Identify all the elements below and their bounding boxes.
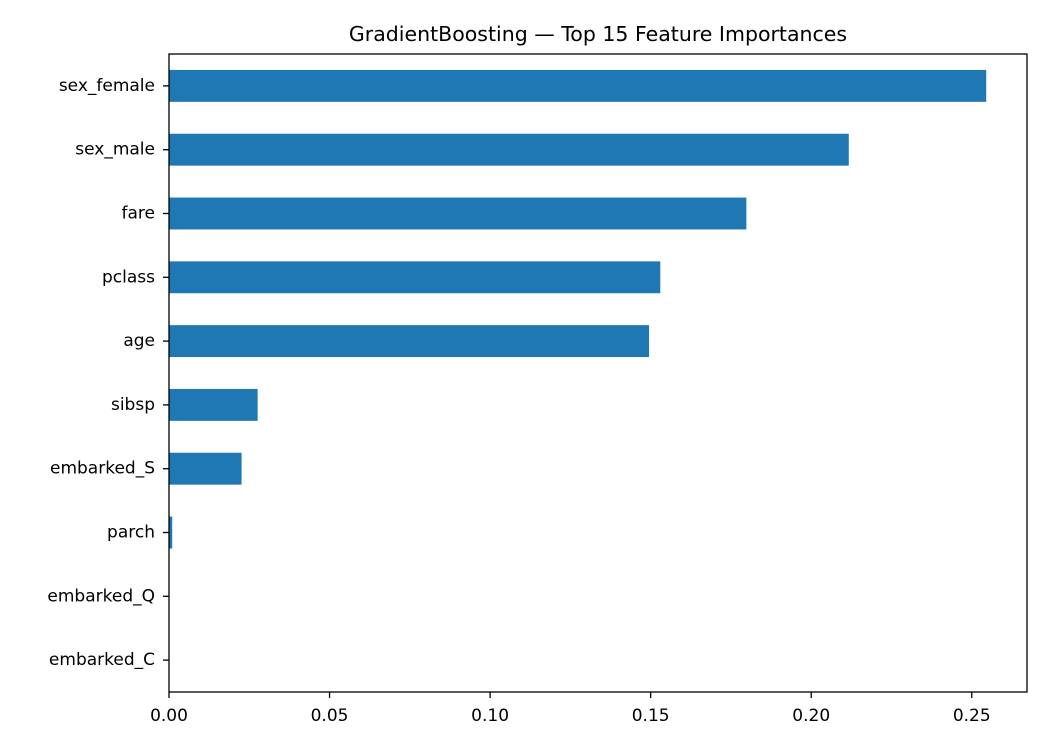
x-tick-label: 0.20 <box>792 706 830 726</box>
x-tick-label: 0.25 <box>953 706 991 726</box>
category-label: embarked_C <box>49 650 155 670</box>
bar-pclass <box>169 261 661 294</box>
category-label: sex_male <box>75 140 155 160</box>
category-label: embarked_S <box>50 459 155 479</box>
category-label: age <box>123 331 155 351</box>
chart-title: GradientBoosting — Top 15 Feature Import… <box>349 22 847 46</box>
bar-fare <box>169 197 747 230</box>
x-tick-label: 0.00 <box>150 706 188 726</box>
plot-frame <box>168 53 1028 693</box>
category-label: parch <box>107 523 155 543</box>
category-label: sex_female <box>59 76 155 96</box>
x-tick-label: 0.10 <box>471 706 509 726</box>
bar-sex_male <box>169 133 849 166</box>
bar-embarked_S <box>169 452 242 485</box>
category-label: pclass <box>102 267 155 287</box>
x-axis: 0.00 0.05 0.10 0.15 0.20 0.25 <box>150 692 991 726</box>
bar-age <box>169 325 650 358</box>
category-label: embarked_Q <box>47 586 155 606</box>
category-label: fare <box>122 204 155 224</box>
x-tick-label: 0.05 <box>311 706 349 726</box>
category-label: sibsp <box>111 395 155 415</box>
bar-sibsp <box>169 388 258 421</box>
bar-parch <box>169 516 173 549</box>
bar-sex_female <box>169 69 987 102</box>
bars-group <box>169 69 987 549</box>
x-tick-label: 0.15 <box>632 706 670 726</box>
